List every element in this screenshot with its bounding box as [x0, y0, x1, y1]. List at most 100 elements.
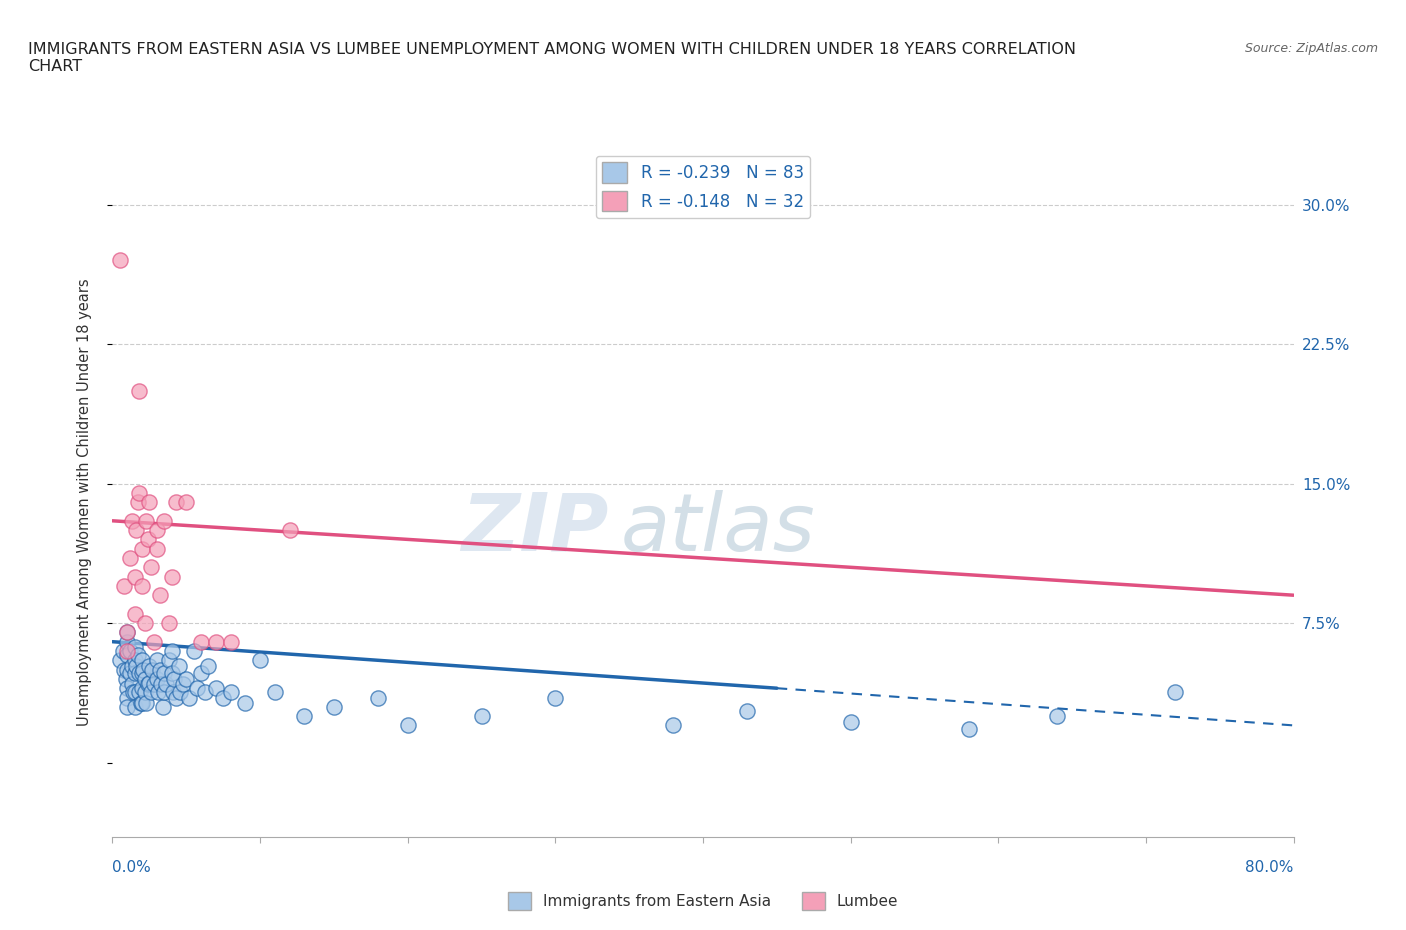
Point	[128, 684, 150, 699]
Point	[128, 485, 150, 500]
Point	[205, 634, 228, 649]
Point	[219, 684, 242, 699]
Point	[124, 666, 146, 681]
Point	[134, 671, 156, 686]
Point	[136, 677, 159, 692]
Point	[124, 569, 146, 584]
Point	[264, 684, 287, 699]
Point	[121, 677, 143, 692]
Point	[142, 677, 165, 692]
Point	[839, 714, 862, 729]
Point	[153, 513, 176, 528]
Point	[135, 696, 157, 711]
Point	[157, 616, 180, 631]
Point	[142, 634, 165, 649]
Text: ZIP: ZIP	[461, 490, 609, 568]
Point	[129, 696, 152, 711]
Point	[1046, 709, 1069, 724]
Y-axis label: Unemployment Among Women with Children Under 18 years: Unemployment Among Women with Children U…	[77, 278, 91, 726]
Point	[149, 662, 172, 677]
Point	[124, 684, 146, 699]
Point	[127, 495, 149, 510]
Point	[138, 495, 160, 510]
Point	[114, 671, 136, 686]
Point	[160, 569, 183, 584]
Point	[278, 523, 301, 538]
Point	[160, 666, 183, 681]
Point	[163, 671, 186, 686]
Point	[323, 699, 346, 714]
Point	[148, 684, 170, 699]
Point	[194, 684, 217, 699]
Text: 0.0%: 0.0%	[112, 860, 152, 875]
Point	[112, 578, 135, 593]
Point	[139, 684, 162, 699]
Point	[124, 699, 146, 714]
Point	[128, 383, 150, 398]
Point	[111, 644, 134, 658]
Point	[120, 644, 142, 658]
Point	[957, 722, 980, 737]
Point	[152, 699, 174, 714]
Point	[121, 658, 143, 673]
Point	[108, 253, 131, 268]
Point	[128, 666, 150, 681]
Point	[146, 671, 169, 686]
Point	[470, 709, 494, 724]
Point	[141, 662, 163, 677]
Point	[174, 495, 197, 510]
Text: Source: ZipAtlas.com: Source: ZipAtlas.com	[1244, 42, 1378, 55]
Point	[737, 703, 759, 718]
Point	[131, 681, 153, 696]
Point	[149, 588, 172, 603]
Point	[120, 666, 142, 681]
Text: atlas: atlas	[620, 490, 815, 568]
Point	[108, 653, 131, 668]
Point	[131, 696, 153, 711]
Point	[205, 681, 228, 696]
Point	[134, 684, 156, 699]
Point	[190, 666, 212, 681]
Point	[174, 671, 197, 686]
Point	[146, 523, 169, 538]
Point	[136, 532, 159, 547]
Point	[117, 690, 138, 705]
Point	[112, 662, 135, 677]
Point	[132, 662, 155, 677]
Point	[124, 653, 146, 668]
Point	[1164, 684, 1187, 699]
Point	[212, 690, 235, 705]
Point	[186, 681, 208, 696]
Point	[125, 523, 148, 538]
Point	[233, 696, 256, 711]
Point	[135, 513, 157, 528]
Point	[153, 684, 176, 699]
Point	[131, 666, 153, 681]
Point	[146, 541, 169, 556]
Point	[662, 718, 685, 733]
Point	[117, 662, 138, 677]
Point	[131, 653, 153, 668]
Point	[117, 699, 138, 714]
Point	[117, 681, 138, 696]
Text: IMMIGRANTS FROM EASTERN ASIA VS LUMBEE UNEMPLOYMENT AMONG WOMEN WITH CHILDREN UN: IMMIGRANTS FROM EASTERN ASIA VS LUMBEE U…	[28, 42, 1076, 74]
Point	[117, 647, 138, 662]
Point	[249, 653, 271, 668]
Point	[162, 684, 184, 699]
Point	[124, 640, 146, 655]
Point	[131, 578, 153, 593]
Point	[124, 606, 146, 621]
Point	[117, 644, 138, 658]
Point	[155, 677, 177, 692]
Point	[292, 709, 315, 724]
Point	[117, 634, 138, 649]
Point	[179, 690, 201, 705]
Point	[150, 677, 173, 692]
Point	[219, 634, 242, 649]
Point	[172, 677, 194, 692]
Point	[134, 616, 156, 631]
Text: 80.0%: 80.0%	[1246, 860, 1294, 875]
Point	[190, 634, 212, 649]
Point	[165, 690, 187, 705]
Point	[131, 541, 153, 556]
